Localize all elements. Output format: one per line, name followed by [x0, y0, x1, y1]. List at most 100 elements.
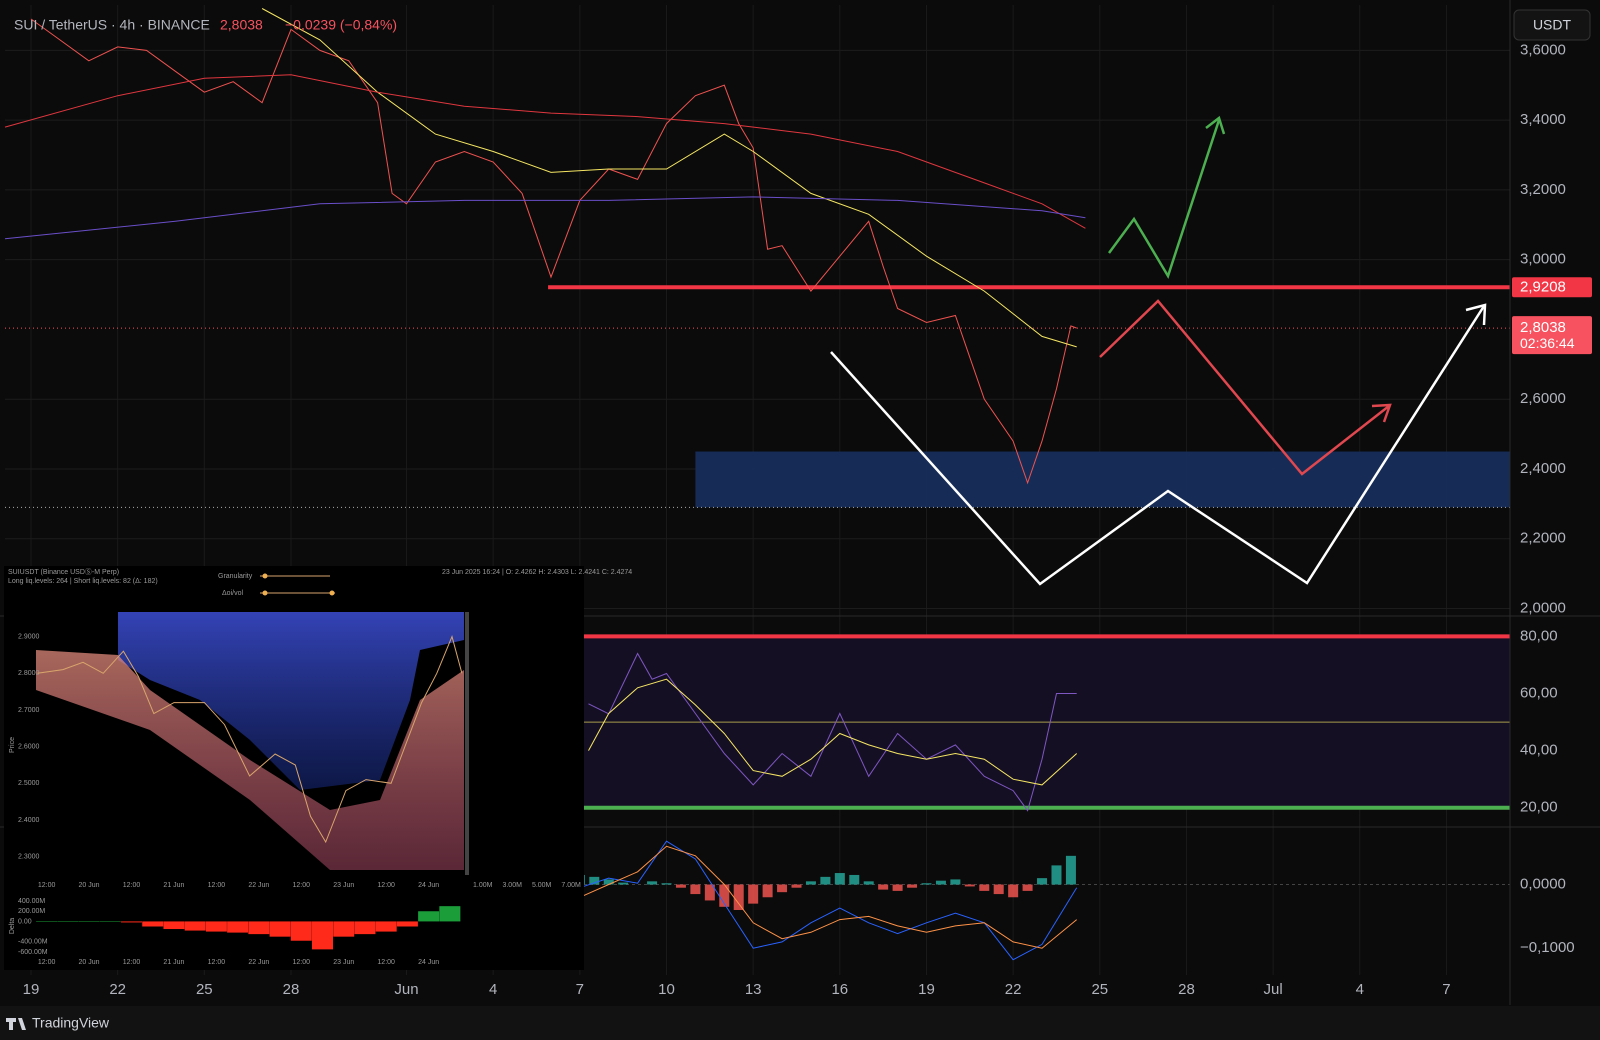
y-tick-label: 0,0000 [1520, 875, 1566, 892]
x-tick-label: 12:00 [377, 959, 395, 966]
histogram-bar [892, 884, 903, 891]
x-tick-label: 24 Jun [418, 882, 439, 889]
histogram-bar [661, 883, 672, 885]
histogram-bar [748, 884, 759, 904]
x-tick-label: 22 [109, 981, 126, 998]
x-tick-label: 24 Jun [418, 959, 439, 966]
x-tick-label: 23 Jun [333, 882, 354, 889]
x-tick-label: 12:00 [123, 959, 141, 966]
series-line [4, 196, 1086, 240]
x-tick-label: 21 Jun [163, 959, 184, 966]
delta-bar [36, 921, 58, 922]
histogram-bar [834, 873, 845, 885]
header: SUI / TetherUS · 4h · BINANCE 2,8038 −0,… [14, 9, 1591, 41]
x-tick-label: 12:00 [293, 882, 311, 889]
x-tick-label: 19 [918, 981, 935, 998]
series-line [579, 840, 1078, 961]
x-tick-label: 20 Jun [79, 882, 100, 889]
delta-bar [248, 921, 270, 935]
y-tick-label: 2,4000 [1520, 460, 1566, 477]
histogram-bar [733, 884, 744, 911]
slider-knob[interactable] [262, 573, 268, 579]
inset-subtitle: Long liq.levels: 264 | Short liq.levels:… [8, 578, 158, 585]
series-line [37, 635, 463, 844]
histogram-bar [979, 884, 990, 891]
delta-bar [396, 921, 418, 927]
x-tick-label: 3.00M [502, 882, 522, 889]
histogram-bar [589, 876, 600, 885]
histogram-bar [704, 884, 715, 901]
series-line [588, 652, 1077, 812]
y-tick-label: 3,2000 [1520, 181, 1566, 198]
y-tick-label: 2,0000 [1520, 599, 1566, 616]
arrow-head [1465, 303, 1487, 326]
series-line [588, 678, 1078, 786]
projection-arrow [830, 305, 1486, 586]
histogram-bar [777, 884, 788, 893]
x-tick-label: 12:00 [38, 882, 56, 889]
projection-arrow [1099, 299, 1390, 476]
histogram-bar [762, 884, 773, 898]
x-tick-label: 4 [1356, 981, 1364, 998]
macd-pane: 0,0000 −0,1000 [574, 840, 1575, 961]
y-tick-label: 80,00 [1520, 627, 1558, 644]
x-tick-label: Jun [394, 981, 418, 998]
slider-knob[interactable] [329, 590, 335, 596]
y-tick-label: 2.6000 [18, 743, 40, 750]
y-tick-label: 60,00 [1520, 684, 1558, 701]
delta-bar [375, 921, 397, 932]
header-change: −0,0239 (−0,84%) [285, 17, 397, 33]
control-label: Δoi/vol [222, 590, 243, 597]
arrow-head [1205, 115, 1226, 135]
histogram-bar [1008, 884, 1019, 898]
y-tick-label: 2.8000 [18, 670, 40, 677]
histogram-bar [950, 879, 961, 885]
y-tick-label: 40,00 [1520, 742, 1558, 759]
y-axis-title: Price [9, 737, 16, 753]
histogram-bar [675, 884, 686, 888]
projections [830, 115, 1487, 586]
delta-bar [205, 921, 227, 932]
x-tick-label: 1.00M [473, 882, 493, 889]
histogram-bar [791, 884, 802, 888]
x-tick-label: 22 Jun [248, 959, 269, 966]
heatmap-short [118, 612, 464, 790]
x-tick-label: 12:00 [208, 959, 226, 966]
x-tick-label: Jul [1264, 981, 1283, 998]
x-tick-label: 10 [658, 981, 675, 998]
histogram-bar [805, 881, 816, 885]
delta-bar [163, 921, 185, 930]
brand: TradingView [32, 1015, 110, 1031]
histogram-bar [964, 884, 975, 887]
y-tick-label: 400.00M [18, 898, 45, 905]
inset-title: SUIUSDT (Binance USDⓈ-M Perp) [8, 568, 119, 576]
delta-bar [333, 921, 355, 937]
level-label: 2,9208 [1520, 278, 1566, 295]
y-tick-label: 20,00 [1520, 799, 1558, 816]
y-tick-label: -600.00M [18, 949, 48, 956]
histogram-bar [719, 884, 730, 907]
x-tick-label: 4 [489, 981, 497, 998]
histogram-bar [1065, 855, 1076, 885]
y-tick-label: 2.9000 [18, 633, 40, 640]
histogram-bar [618, 882, 629, 885]
x-tick-label: 28 [283, 981, 300, 998]
histogram-bar [921, 883, 932, 885]
x-tick-label: 12:00 [293, 959, 311, 966]
x-tick-label: 12:00 [123, 882, 141, 889]
series-line [30, 18, 1077, 485]
histogram-bar [878, 884, 889, 890]
histogram-bar [993, 884, 1004, 895]
currency-button[interactable] [1513, 9, 1591, 41]
slider-knob[interactable] [262, 590, 268, 596]
x-tick-label: 5.00M [532, 882, 552, 889]
y-tick-label: 2.7000 [18, 707, 40, 714]
delta-bar [142, 921, 164, 927]
heatmap-long [36, 650, 464, 870]
delta-bar [227, 921, 249, 933]
logo [6, 1018, 26, 1030]
symbol[interactable]: SUI / TetherUS · 4h · BINANCE [14, 17, 210, 33]
x-tick-label: 22 Jun [248, 882, 269, 889]
series-line [579, 845, 1078, 949]
